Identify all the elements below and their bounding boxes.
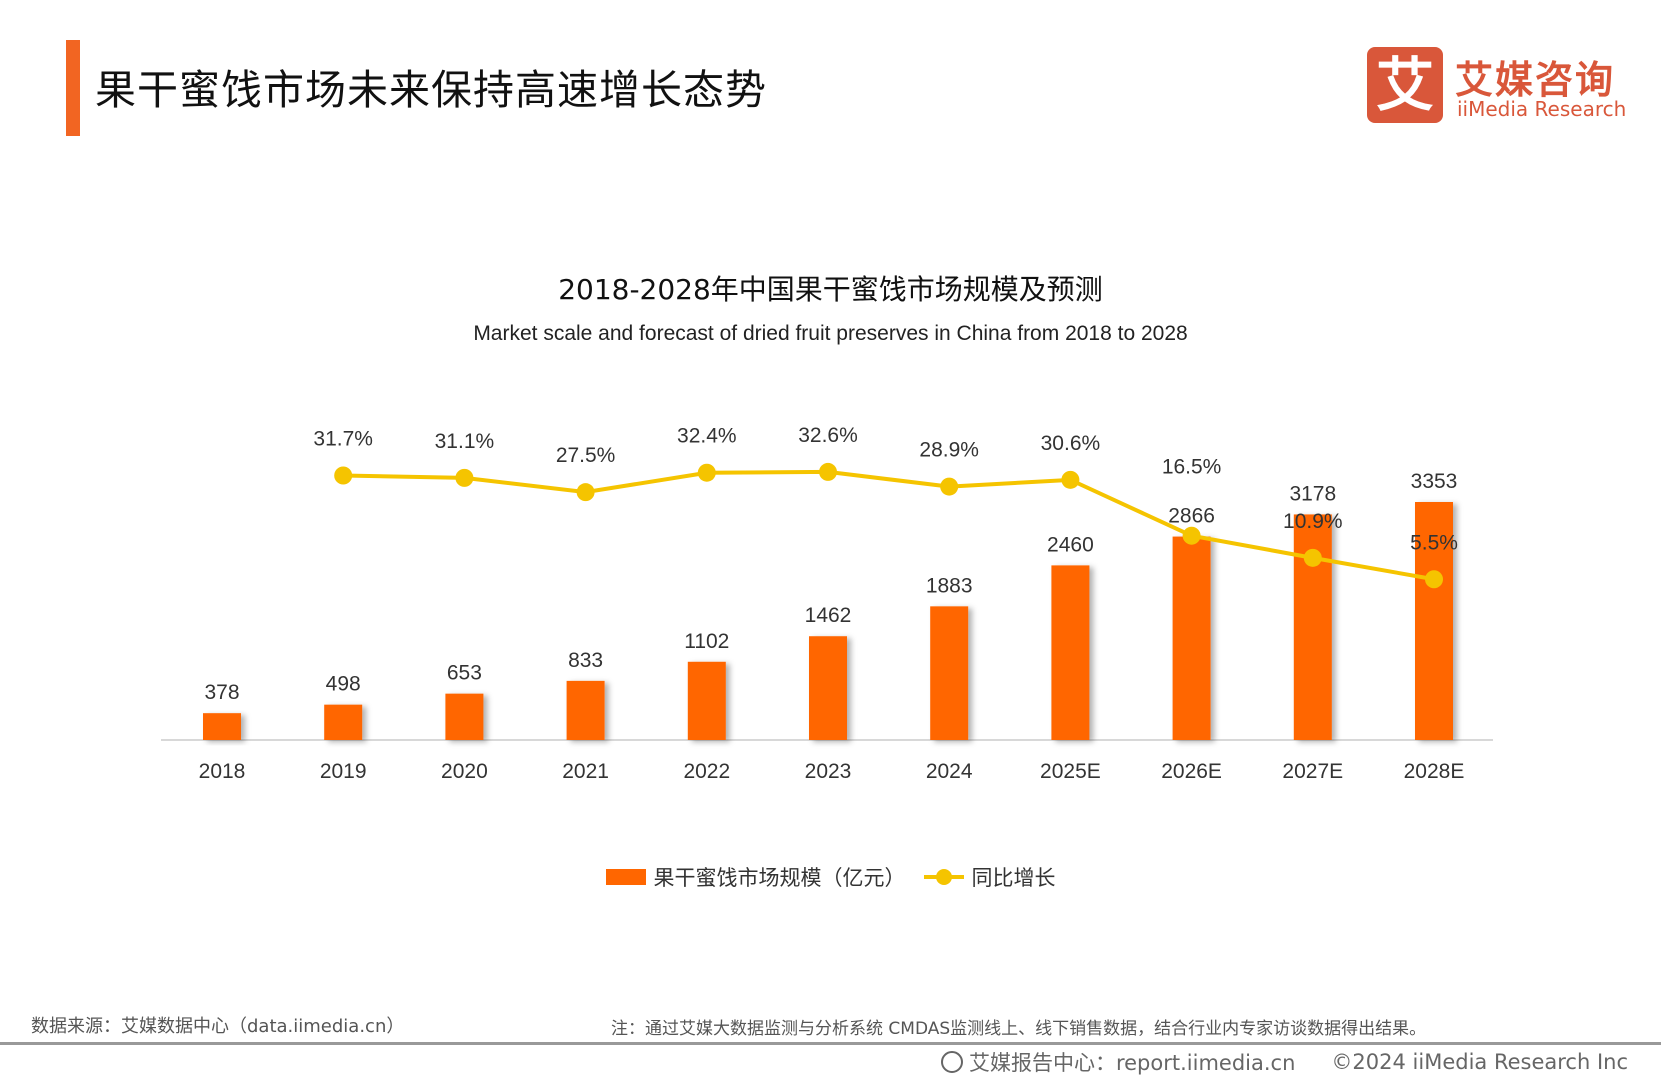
bar: [1415, 502, 1453, 740]
legend-bar-swatch: [605, 869, 646, 885]
growth-point: [940, 477, 959, 496]
x-tick-label: 2020: [441, 760, 488, 783]
growth-value-label: 5.5%: [1410, 531, 1458, 554]
x-tick-label: 2018: [199, 760, 246, 783]
growth-value-label: 32.4%: [677, 425, 737, 448]
bar-value-label: 1102: [684, 630, 729, 653]
report-link[interactable]: 艾媒报告中心：report.iimedia.cn: [968, 1051, 1296, 1075]
bar-value-label: 653: [447, 662, 482, 685]
bar-value-label: 378: [204, 681, 239, 704]
x-tick-label: 2024: [926, 760, 973, 783]
bar-value-label: 833: [568, 649, 603, 672]
x-tick-label: 2022: [683, 760, 730, 783]
bar-value-label: 2866: [1168, 505, 1215, 528]
bar-value-label: 2460: [1047, 533, 1094, 556]
growth-point: [819, 462, 837, 481]
legend: 果干蜜饯市场规模（亿元） 同比增长: [0, 862, 1661, 892]
copyright: ©2024 iiMedia Research Inc: [1331, 1050, 1628, 1074]
growth-value-label: 27.5%: [556, 444, 616, 467]
note-text: 注：通过艾媒大数据监测与分析系统 CMDAS监测线上、线下销售数据，结合行业内专…: [611, 1019, 1427, 1039]
x-tick-label: 2019: [320, 760, 367, 783]
bar-value-label: 1462: [805, 604, 852, 627]
bar: [930, 606, 969, 740]
x-tick-label: 2021: [562, 760, 609, 783]
growth-point: [697, 463, 716, 482]
legend-line-swatch: [923, 869, 964, 885]
x-tick-label: 2023: [805, 760, 852, 783]
growth-point: [576, 483, 595, 502]
x-tick-label: 2025E: [1040, 760, 1101, 783]
bar: [566, 680, 605, 740]
bar: [687, 661, 726, 740]
x-tick-label: 2026E: [1161, 760, 1222, 783]
title-accent-bar: [66, 40, 80, 136]
chart: 378 2018 498 2019 653 2020 833 2021 1102 2022 1462…: [161, 424, 1493, 783]
legend-line-label: 同比增长: [971, 866, 1056, 890]
bar: [1172, 536, 1211, 740]
growth-value-label: 31.1%: [435, 430, 495, 453]
chart-title: 2018-2028年中国果干蜜饯市场规模及预测: [558, 273, 1103, 306]
bar-value-label: 3353: [1411, 470, 1458, 493]
logo-en: iiMedia Research: [1457, 97, 1627, 121]
page-title: 果干蜜饯市场未来保持高速增长态势: [95, 66, 767, 114]
footer-credits: 艾媒报告中心：report.iimedia.cn ©2024 iiMedia R…: [940, 1047, 1628, 1077]
x-tick-label: 2027E: [1282, 760, 1343, 783]
growth-value-label: 30.6%: [1041, 432, 1101, 455]
x-tick-label: 2028E: [1404, 760, 1465, 783]
logo-cn: 艾媒咨询: [1455, 58, 1616, 102]
growth-value-label: 28.9%: [919, 439, 979, 462]
bar: [809, 636, 847, 740]
bar: [1293, 514, 1332, 740]
source-text: 数据来源：艾媒数据中心（data.iimedia.cn）: [31, 1016, 405, 1037]
growth-value-label: 31.7%: [313, 428, 373, 451]
bar: [203, 713, 241, 740]
growth-point: [455, 468, 474, 487]
chart-subtitle: Market scale and forecast of dried fruit…: [473, 322, 1188, 345]
globe-icon: [940, 1051, 963, 1073]
bar: [324, 704, 363, 740]
bar: [445, 693, 484, 740]
bar: [1051, 565, 1090, 740]
growth-value-label: 32.6%: [798, 424, 858, 447]
growth-line: [343, 469, 1435, 582]
growth-point: [1303, 548, 1322, 567]
footer-divider: [0, 1042, 1661, 1045]
bar-value-label: 498: [326, 673, 361, 696]
legend-bar-label: 果干蜜饯市场规模（亿元）: [653, 866, 906, 890]
growth-value-label: 16.5%: [1162, 456, 1222, 479]
bar-value-label: 1883: [926, 574, 973, 597]
growth-point: [334, 466, 353, 485]
growth-point: [1061, 470, 1080, 489]
logo-mark: 艾: [1367, 47, 1443, 123]
bar-value-label: 3178: [1289, 482, 1336, 505]
growth-point: [1182, 526, 1201, 545]
growth-value-label: 10.9%: [1283, 510, 1343, 533]
growth-point: [1425, 570, 1443, 589]
